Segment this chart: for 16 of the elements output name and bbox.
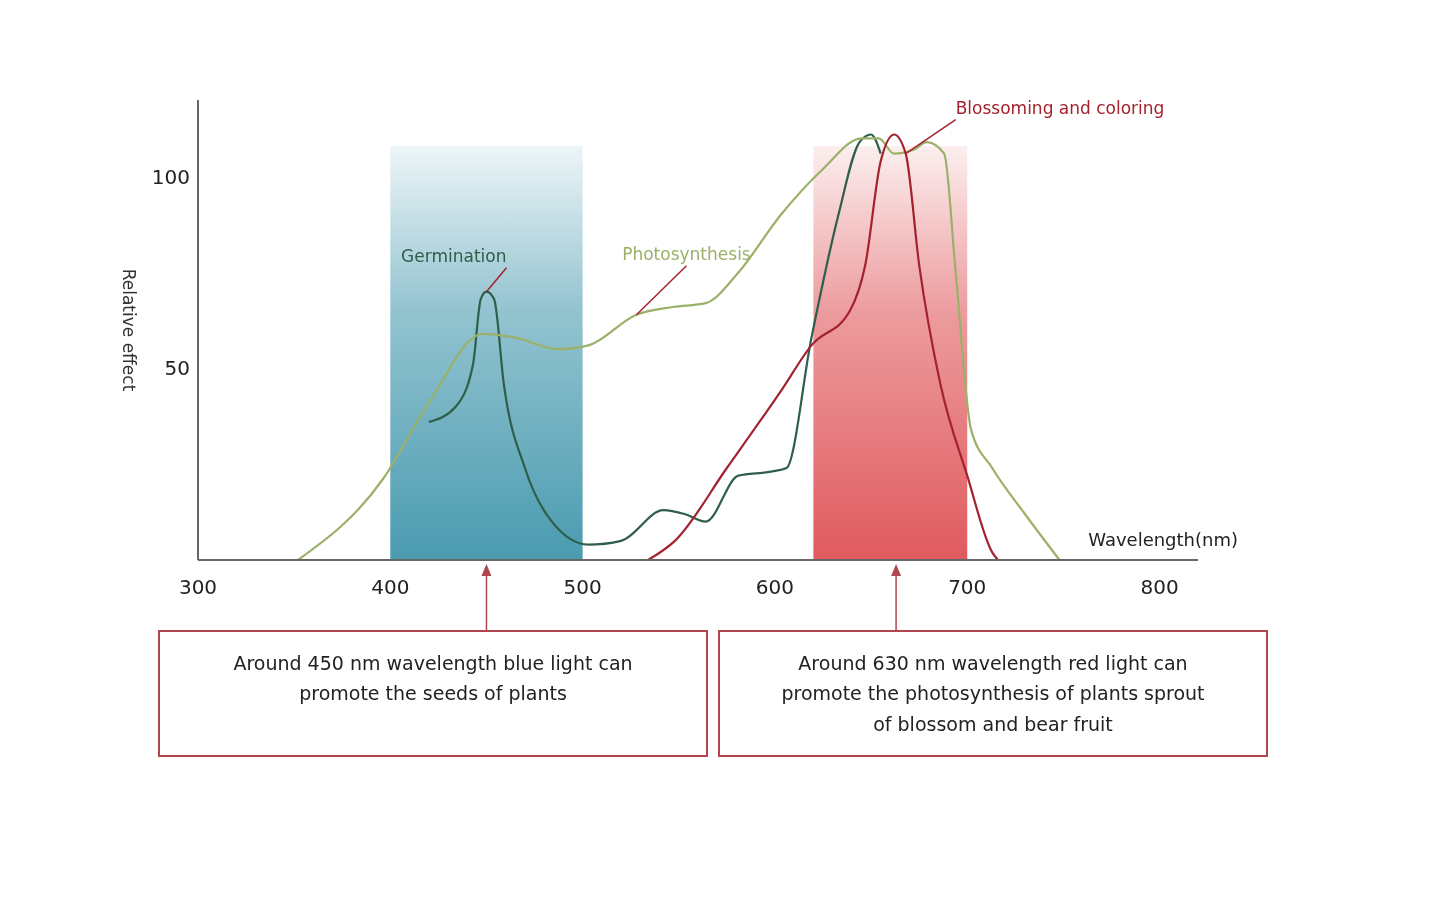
x-axis-title: Wavelength(nm) (1088, 529, 1238, 550)
annotation: Around 630 nm wavelength red light can promote the photosynthesis of plants sprout of blossom and bear fruit (718, 630, 1268, 758)
x-tick-label: 800 (1140, 575, 1179, 600)
x-tick-label: 600 (755, 575, 795, 600)
line-series (296, 137, 1061, 560)
y-tick-label: 100 (151, 164, 190, 189)
x-tick-label: 400 (371, 575, 410, 600)
text: Blossoming and coloring (955, 97, 1165, 118)
annotation: Around 450 nm wavelength blue light can promote the seeds of plants (158, 630, 708, 758)
x-tick-label: 700 (948, 575, 987, 600)
x-tick-label: 500 (563, 575, 602, 600)
y-tick-label: 50 (164, 356, 190, 381)
series-label: Photosynthesis (622, 243, 751, 264)
y-axis-title: Relative effect (119, 268, 139, 392)
series-label: Germination (401, 245, 507, 266)
x-tick-label: 300 (178, 575, 218, 600)
